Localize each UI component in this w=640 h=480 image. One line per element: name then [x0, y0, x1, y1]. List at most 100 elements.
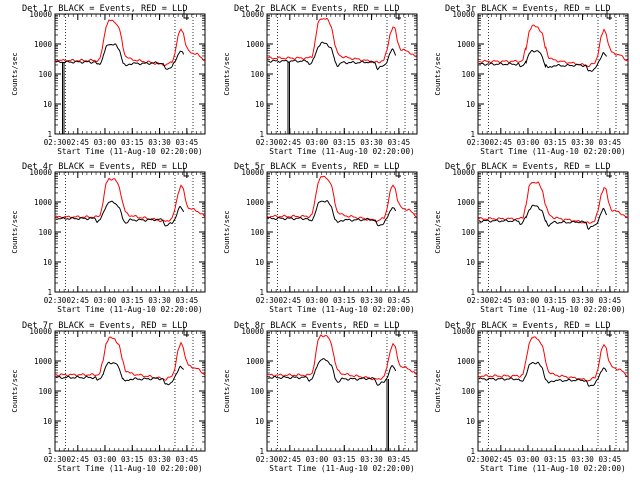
x-tick-label: 03:45: [599, 296, 622, 305]
x-tick-label: 03:00: [517, 138, 540, 147]
y-axis-label: Counts/sec: [433, 210, 442, 253]
plot-panel: Det 4r BLACK = Events, RED = LLD 1 10 100 10…: [10, 162, 206, 314]
x-axis-label: Start Time (11-Aug-10 02:20:00): [57, 147, 203, 156]
y-tick-label: 100: [250, 70, 264, 79]
events-series-line: [478, 204, 608, 231]
y-tick-label: 10: [43, 100, 53, 109]
x-tick-label: 02:45: [279, 455, 302, 464]
lld-series-line: [266, 334, 418, 381]
y-tick-label: 1000: [457, 198, 476, 207]
x-tick-label: 03:00: [517, 296, 540, 305]
y-tick-label: 100: [250, 228, 264, 237]
events-series-line: [267, 200, 397, 227]
lld-series-line: [54, 177, 206, 223]
top-bracket-marker: [606, 10, 612, 19]
plot-frame: [54, 171, 206, 293]
x-tick-label: 02:30: [256, 455, 279, 464]
y-tick-label: 10: [466, 417, 476, 426]
events-series-line: [267, 358, 397, 386]
x-tick-label: 02:45: [67, 296, 90, 305]
y-tick-label: 10000: [452, 327, 475, 336]
plot-title: Det 3r BLACK = Events, RED = LLD: [445, 4, 611, 14]
top-bracket-marker: [395, 168, 401, 177]
x-tick-label: 03:45: [599, 138, 622, 147]
y-tick-label: 10000: [452, 10, 475, 19]
x-tick-label: 02:30: [467, 138, 490, 147]
plot-frame: [477, 330, 629, 452]
x-tick-label: 02:45: [279, 296, 302, 305]
x-tick-label: 02:45: [490, 296, 513, 305]
y-tick-label: 10: [466, 100, 476, 109]
x-tick-label: 03:15: [121, 296, 144, 305]
y-tick-label: 1: [259, 288, 264, 297]
x-tick-label: 02:30: [44, 138, 67, 147]
y-tick-label: 10000: [241, 327, 264, 336]
x-tick-label: 03:45: [176, 296, 199, 305]
plot-title: Det 2r BLACK = Events, RED = LLD: [234, 4, 400, 14]
y-tick-label: 100: [461, 228, 475, 237]
lld-series-line: [54, 19, 206, 67]
y-tick-label: 100: [250, 387, 264, 396]
x-tick-label: 03:30: [148, 455, 171, 464]
plot-title: Det 4r BLACK = Events, RED = LLD: [22, 162, 188, 172]
x-tick-label: 03:30: [571, 455, 594, 464]
y-axis-label: Counts/sec: [10, 52, 19, 95]
x-axis-label: Start Time (11-Aug-10 02:20:00): [269, 464, 415, 473]
x-tick-label: 03:00: [306, 455, 329, 464]
y-tick-label: 1000: [246, 198, 265, 207]
y-axis-label: Counts/sec: [10, 369, 19, 412]
y-axis-label: Counts/sec: [10, 210, 19, 253]
plot-panel: Det 3r BLACK = Events, RED = LLD 1 10 100 10…: [433, 4, 629, 156]
y-tick-label: 10000: [29, 327, 52, 336]
y-tick-label: 1: [47, 130, 52, 139]
y-tick-label: 1000: [457, 357, 476, 366]
x-tick-label: 03:15: [121, 138, 144, 147]
events-series-line: [55, 200, 185, 227]
events-series-line: [55, 43, 185, 70]
x-tick-label: 03:30: [571, 296, 594, 305]
x-tick-label: 03:45: [388, 455, 411, 464]
y-axis-label: Counts/sec: [222, 369, 231, 412]
x-tick-label: 03:15: [333, 138, 356, 147]
x-tick-label: 02:30: [256, 296, 279, 305]
y-tick-label: 100: [38, 228, 52, 237]
x-tick-label: 03:00: [94, 455, 117, 464]
plot-panel: Det 8r BLACK = Events, RED = LLD 1 10 100 10…: [222, 321, 418, 473]
plot-frame: [266, 330, 418, 452]
x-tick-label: 03:30: [571, 138, 594, 147]
y-axis-label: Counts/sec: [222, 210, 231, 253]
x-tick-label: 03:45: [599, 455, 622, 464]
x-tick-label: 03:15: [544, 296, 567, 305]
plot-title: Det 1r BLACK = Events, RED = LLD: [22, 4, 188, 14]
y-tick-label: 100: [38, 70, 52, 79]
y-tick-label: 10000: [29, 10, 52, 19]
top-bracket-marker: [606, 327, 612, 336]
x-axis-label: Start Time (11-Aug-10 02:20:00): [57, 305, 203, 314]
lld-series-line: [477, 181, 629, 224]
x-axis-label: Start Time (11-Aug-10 02:20:00): [480, 147, 626, 156]
x-axis-label: Start Time (11-Aug-10 02:20:00): [480, 305, 626, 314]
y-tick-label: 1: [470, 288, 475, 297]
y-tick-label: 1: [470, 447, 475, 456]
plot-panel: Det 5r BLACK = Events, RED = LLD 1 10 100 10…: [222, 162, 418, 314]
plot-frame: [54, 330, 206, 452]
x-axis-label: Start Time (11-Aug-10 02:20:00): [269, 305, 415, 314]
lld-series-line: [267, 17, 418, 64]
y-tick-label: 100: [461, 387, 475, 396]
plot-title: Det 6r BLACK = Events, RED = LLD: [445, 162, 611, 172]
plot-panel: Det 7r BLACK = Events, RED = LLD 1 10 100 10…: [10, 321, 206, 473]
x-tick-label: 02:30: [256, 138, 279, 147]
x-tick-label: 03:15: [333, 455, 356, 464]
x-tick-label: 03:45: [176, 138, 199, 147]
x-tick-label: 02:30: [467, 296, 490, 305]
y-tick-label: 10: [43, 258, 53, 267]
x-tick-label: 02:45: [67, 138, 90, 147]
y-tick-label: 10000: [241, 168, 264, 177]
plot-title: Det 5r BLACK = Events, RED = LLD: [234, 162, 400, 172]
plot-frame: [266, 171, 418, 293]
y-tick-label: 10000: [29, 168, 52, 177]
x-tick-label: 03:15: [544, 138, 567, 147]
x-tick-label: 02:45: [279, 138, 302, 147]
y-tick-label: 10: [466, 258, 476, 267]
